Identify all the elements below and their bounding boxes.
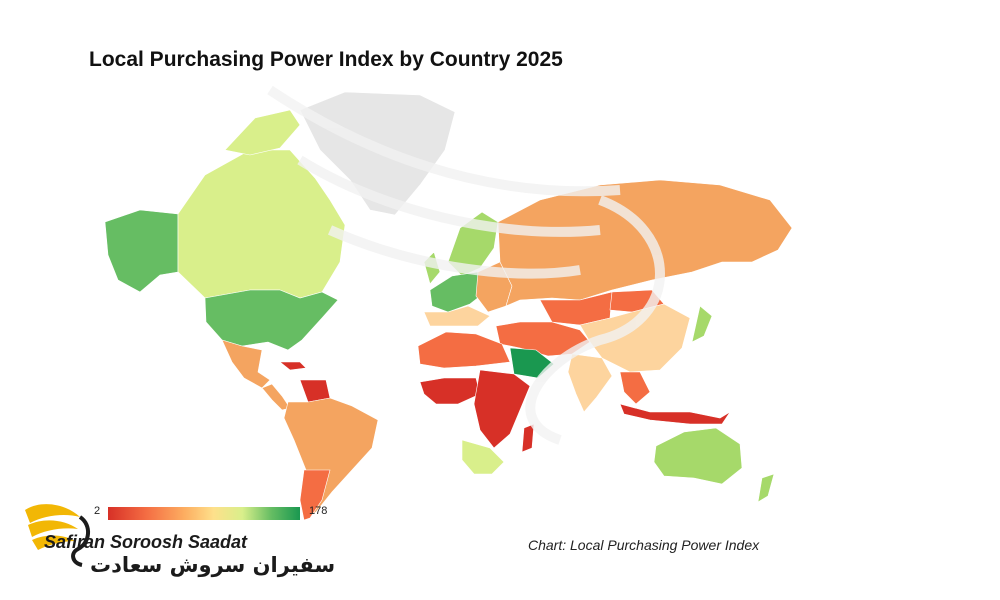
region-east-africa[interactable] [473, 369, 531, 449]
legend-min-label: 2 [94, 505, 101, 517]
region-alaska[interactable] [104, 209, 179, 293]
region-canada-islands[interactable] [224, 109, 301, 156]
region-west-africa[interactable] [419, 377, 481, 405]
brand-logo-wings [25, 504, 90, 567]
region-north-africa[interactable] [417, 331, 511, 369]
region-india[interactable] [567, 353, 613, 413]
region-caribbean[interactable] [279, 361, 307, 371]
region-new-zealand[interactable] [757, 473, 775, 503]
region-southern-africa[interactable] [461, 439, 505, 475]
source-caption: Chart: Local Purchasing Power Index [528, 537, 760, 553]
region-japan[interactable] [691, 305, 713, 343]
region-china[interactable] [579, 303, 691, 373]
region-southeast-asia[interactable] [619, 371, 651, 405]
color-legend: 2 178 [90, 503, 335, 525]
watermark-swoosh [267, 85, 665, 445]
region-argentina[interactable] [299, 469, 331, 521]
region-russia[interactable] [497, 179, 793, 307]
region-south-america[interactable] [283, 397, 379, 521]
region-indonesia[interactable] [619, 403, 731, 425]
region-mexico[interactable] [221, 339, 271, 389]
region-southern-europe[interactable] [423, 305, 491, 327]
map-title: Local Purchasing Power Index by Country … [89, 48, 563, 71]
brand-name-latin: Safiran Soroosh Saadat [44, 532, 248, 552]
region-central-america[interactable] [261, 383, 291, 411]
legend-gradient-bar [108, 507, 300, 520]
region-madagascar[interactable] [521, 423, 535, 453]
region-australia[interactable] [653, 427, 743, 485]
legend-max-label: 178 [309, 505, 328, 517]
brand-name-persian: سفیران سروش سعادت [90, 553, 336, 577]
